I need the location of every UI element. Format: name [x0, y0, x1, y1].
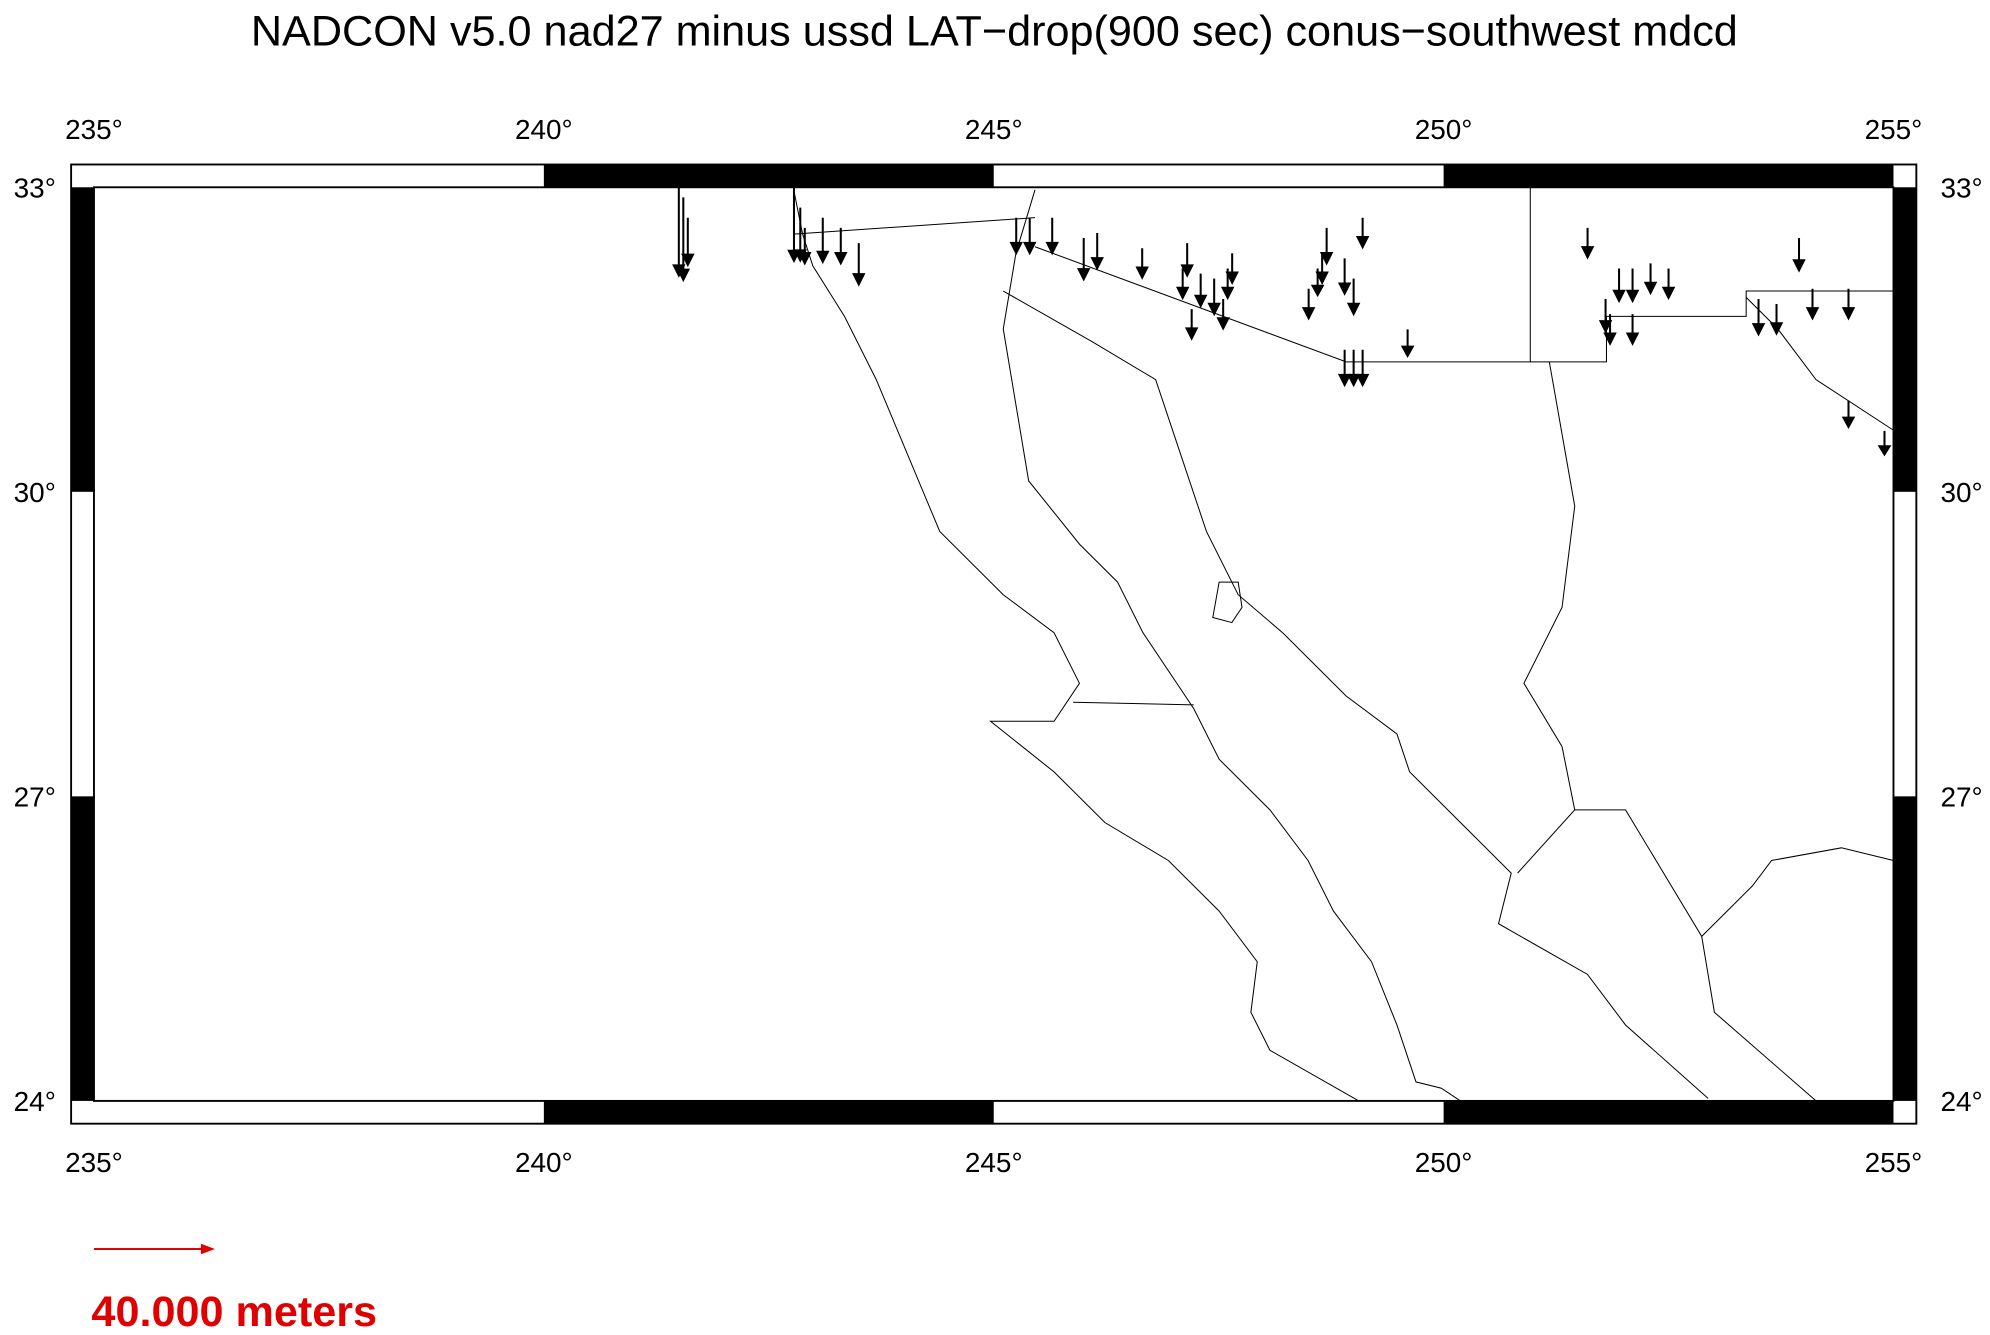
vector-arrow [1355, 349, 1370, 388]
border [1530, 290, 1894, 363]
scale-vector [93, 1243, 215, 1255]
vector-arrow [1598, 298, 1613, 334]
vector-arrow [1135, 248, 1149, 280]
vector-arrow [834, 227, 848, 266]
frame-band [71, 796, 94, 1101]
x-tick-label: 240° [515, 114, 573, 145]
vector-arrow [1625, 268, 1640, 304]
y-tick-label: 30° [14, 477, 56, 508]
vector-arrow [1225, 253, 1239, 285]
y-tick-label: 27° [14, 782, 56, 813]
vector-arrow [1009, 217, 1023, 256]
vector-arrow [1319, 227, 1334, 266]
vector-arrow [1625, 314, 1640, 346]
vector-arrow [1580, 227, 1595, 260]
vector-arrow [1355, 217, 1370, 250]
frame-band [1443, 1100, 1894, 1124]
vector-arrow [1603, 314, 1617, 346]
coastline [1745, 297, 1894, 431]
state-line [1517, 361, 1576, 874]
x-tick-label: 255° [1865, 114, 1923, 145]
vector-arrow [1045, 217, 1059, 256]
vector-arrow [681, 217, 695, 268]
vector-arrow [816, 217, 830, 265]
island [1212, 581, 1243, 624]
vector-arrow [1337, 258, 1352, 296]
vector-arrow [1022, 217, 1037, 256]
coastline [1003, 290, 1709, 1099]
state-line [1073, 701, 1194, 706]
vector-arrow [1090, 232, 1104, 271]
border [1034, 187, 1531, 363]
coastline [1002, 189, 1461, 1102]
vector-arrow [1310, 268, 1325, 298]
y-tick-label: 24° [1940, 1086, 1982, 1117]
vector-arrow [1661, 268, 1676, 301]
map-border [93, 186, 1895, 1102]
frame-band [71, 187, 94, 492]
x-tick-label: 235° [65, 1147, 123, 1178]
y-tick-label: 30° [1940, 477, 1982, 508]
vector-arrow [1216, 298, 1230, 331]
vector-arrow [1346, 349, 1361, 388]
scale-label: 40.000 meters [91, 1288, 377, 1335]
y-tick-label: 27° [1940, 782, 1982, 813]
vector-arrow [1180, 243, 1194, 278]
vector-arrow [1193, 273, 1208, 309]
vector-arrow [1207, 278, 1221, 317]
vector-arrow [1877, 430, 1892, 457]
x-tick-label: 240° [515, 1147, 573, 1178]
vector-arrow [1612, 268, 1626, 304]
state-line [1701, 936, 1817, 1102]
frame-band [543, 1100, 994, 1124]
y-tick-label: 33° [1940, 172, 1982, 203]
y-tick-label: 33° [14, 172, 56, 203]
vector-arrow [1346, 278, 1361, 317]
vector-arrow [1805, 288, 1820, 321]
vector-arrow [1076, 238, 1091, 282]
coastlines [793, 187, 1894, 1102]
x-tick-label: 245° [965, 1147, 1023, 1178]
x-tick-label: 255° [1865, 1147, 1923, 1178]
vector-arrow [1184, 309, 1199, 341]
vector-arrow [1769, 304, 1784, 336]
vector-arrow [1792, 238, 1806, 273]
vector-arrow [1301, 288, 1316, 321]
frame-band [1893, 187, 1917, 492]
frame-band [1893, 796, 1917, 1101]
vector-arrow [1841, 288, 1856, 321]
coastline [793, 189, 1360, 1102]
frame-band [543, 164, 994, 188]
frame [70, 163, 1918, 1125]
x-tick-label: 250° [1415, 1147, 1473, 1178]
border [793, 217, 1036, 235]
vector-arrow [798, 227, 812, 266]
vector-arrow [1400, 329, 1415, 358]
vector-arrow [852, 243, 866, 287]
vector-arrow [1643, 263, 1658, 296]
state-line [1574, 809, 1894, 938]
frame-band [1443, 164, 1894, 188]
vector-arrow [1337, 349, 1352, 388]
x-tick-label: 250° [1415, 114, 1473, 145]
x-tick-label: 245° [965, 114, 1023, 145]
vector-arrow [1751, 298, 1766, 337]
vector-arrow [787, 187, 801, 264]
vector-arrow [1841, 400, 1856, 430]
vector-arrow [1175, 268, 1190, 301]
map-title: NADCON v5.0 nad27 minus ussd LAT−drop(90… [251, 8, 1738, 56]
x-tick-label: 235° [65, 114, 123, 145]
y-tick-label: 24° [14, 1086, 56, 1117]
